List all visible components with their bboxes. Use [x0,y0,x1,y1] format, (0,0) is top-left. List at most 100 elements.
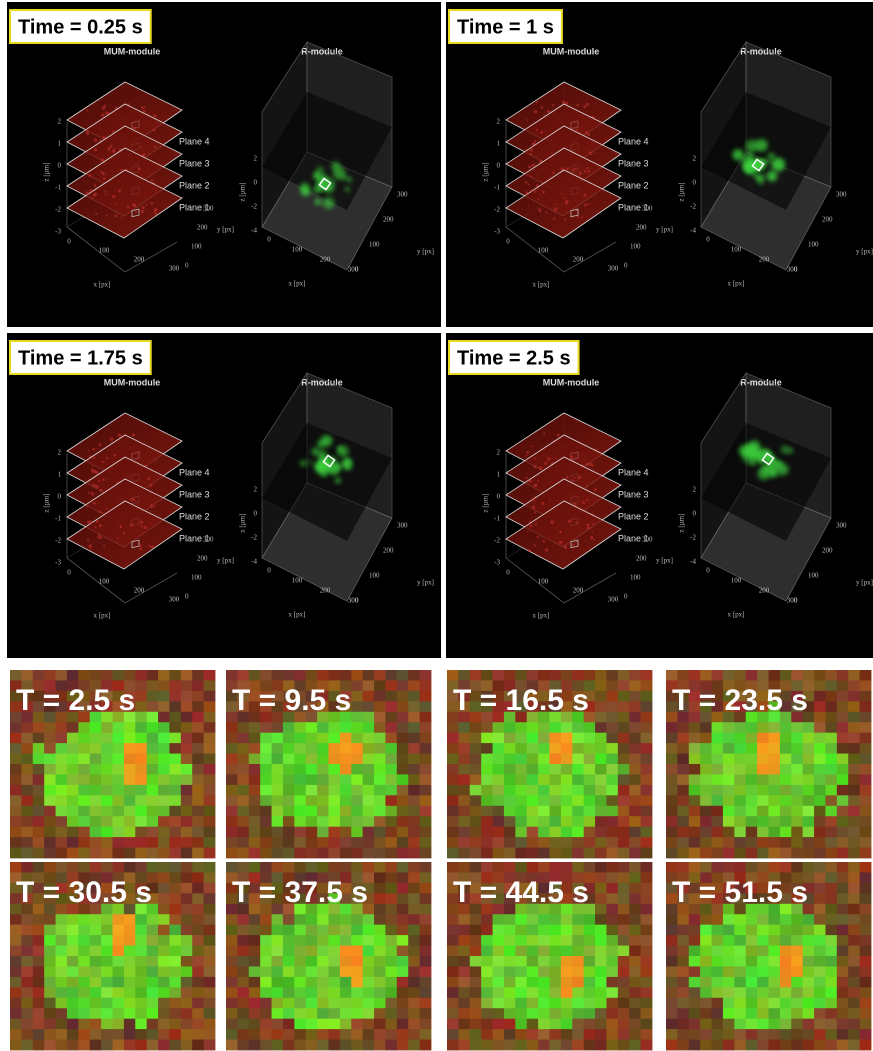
pixel [803,1008,815,1019]
y-tick-label: 200 [197,224,208,232]
pixel [814,670,826,681]
plane-speckle [541,106,544,109]
plane-speckle [587,170,590,173]
plane-speckle [87,539,89,541]
pixel [825,883,837,894]
pixel [757,785,769,796]
pixel [618,862,630,873]
pixel [757,998,769,1009]
y-tick-label: 100 [369,572,380,580]
panel: MUM-moduleR-modulePlane 4Plane 3Plane 2P… [7,2,441,327]
pixel [420,862,432,873]
x-axis-label: x [px] [94,281,111,289]
pixel [814,883,826,894]
pixel [158,743,170,754]
pixel [493,1029,505,1040]
pixel [340,1040,352,1051]
pixel [181,862,193,873]
pixel [329,935,341,946]
pixel [584,764,596,775]
pixel [550,862,562,873]
pixel [351,956,363,967]
pixel [814,914,826,925]
pixel [329,795,341,806]
pixel [351,722,363,733]
pixel [837,1008,849,1019]
pixel [629,795,641,806]
pixel [147,785,159,796]
pixel [329,774,341,785]
green-blob [767,171,778,182]
pixel [814,733,826,744]
pixel [666,722,678,733]
pixel [629,701,641,712]
pixel [363,935,375,946]
pixel [814,722,826,733]
pixel [504,785,516,796]
pixel [408,701,420,712]
pixel [584,806,596,817]
pixel [561,987,573,998]
pixel [689,848,701,859]
pixel [113,977,125,988]
plane-speckle [100,489,103,492]
pixel [504,754,516,765]
pixel [458,1019,470,1030]
pixel [101,722,113,733]
z-tick-label: 0 [254,179,258,187]
pixel [734,837,746,848]
pixel [606,743,618,754]
pixel [791,785,803,796]
pixel [385,914,397,925]
pixel [700,837,712,848]
pixel [363,764,375,775]
pixel [408,827,420,838]
pixel [618,883,630,894]
x-tick-label: 0 [67,569,71,577]
pixel [283,670,295,681]
pixel [385,754,397,765]
pixel [67,862,79,873]
pixel [385,795,397,806]
pixel [113,1008,125,1019]
pixel [420,1029,432,1040]
pixel [606,987,618,998]
pixel [791,722,803,733]
y-tick-label: 0 [794,597,798,605]
pixel [192,872,204,883]
pixel [226,935,238,946]
pixel [340,816,352,827]
pixel [397,712,409,723]
pixel [606,872,618,883]
pixel [21,946,33,957]
pixel [56,998,68,1009]
pixel [527,733,539,744]
pixel [237,785,249,796]
pixel [606,946,618,957]
pixel [260,806,272,817]
pixel [458,764,470,775]
plane-speckle [91,492,94,495]
pixel [192,966,204,977]
pixel [515,998,527,1009]
pixel [351,977,363,988]
pixel [67,743,79,754]
pixel [470,977,482,988]
pixel [769,785,781,796]
pixel [584,816,596,827]
pixel [481,795,493,806]
plane-speckle [104,191,106,193]
pixel [135,691,147,702]
pixel [700,1019,712,1030]
pixel [860,806,872,817]
pixel [527,785,539,796]
pixel [181,904,193,915]
pixel [158,893,170,904]
pixel [33,914,45,925]
plane-speckle [88,450,90,452]
pixel [470,848,482,859]
pixel [734,848,746,859]
pixel [860,722,872,733]
plane-speckle [525,181,528,184]
pixel [135,795,147,806]
